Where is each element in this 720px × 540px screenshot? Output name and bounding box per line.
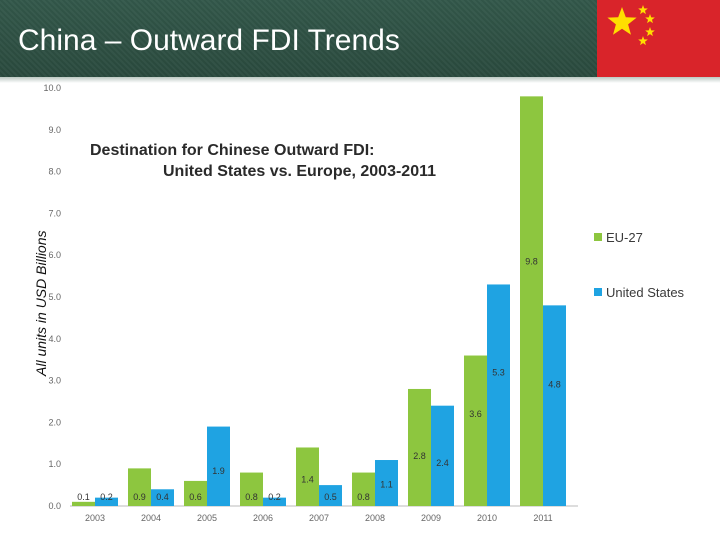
y-tick-label: 6.0 bbox=[48, 250, 61, 260]
bar-us-2004 bbox=[151, 489, 174, 506]
flag-small-star-1 bbox=[638, 5, 648, 15]
data-label: 0.6 bbox=[189, 492, 202, 502]
y-tick-label: 7.0 bbox=[48, 208, 61, 218]
bar-eu27-2008 bbox=[352, 472, 375, 506]
x-tick-label: 2008 bbox=[365, 513, 385, 523]
header-divider bbox=[0, 77, 720, 83]
y-tick-label: 4.0 bbox=[48, 334, 61, 344]
legend-label: United States bbox=[606, 285, 685, 300]
x-tick-label: 2011 bbox=[533, 513, 552, 523]
bar-us-2005 bbox=[207, 426, 230, 506]
y-tick-label: 1.0 bbox=[48, 459, 61, 469]
bar-us-2007 bbox=[319, 485, 342, 506]
data-label: 0.8 bbox=[245, 492, 258, 502]
bar-eu27-2005 bbox=[184, 480, 207, 506]
flag-small-star-3 bbox=[645, 27, 655, 37]
bar-us-2009 bbox=[431, 405, 454, 506]
data-label: 0.4 bbox=[156, 492, 169, 502]
data-label: 2.8 bbox=[413, 451, 426, 461]
y-tick-label: 2.0 bbox=[48, 417, 61, 427]
chart-title-line2: United States vs. Europe, 2003-2011 bbox=[163, 163, 436, 180]
x-tick-label: 2010 bbox=[477, 513, 497, 523]
data-label: 3.6 bbox=[469, 409, 482, 419]
data-label: 5.3 bbox=[492, 367, 505, 377]
x-tick-label: 2009 bbox=[421, 513, 441, 523]
bar-us-2008 bbox=[375, 460, 398, 506]
x-tick-label: 2005 bbox=[197, 513, 217, 523]
legend-swatch bbox=[594, 233, 602, 241]
data-label: 1.9 bbox=[212, 466, 225, 476]
data-label: 4.8 bbox=[548, 380, 561, 390]
y-tick-label: 0.0 bbox=[48, 501, 61, 511]
y-tick-label: 9.0 bbox=[48, 125, 61, 135]
data-label: 0.1 bbox=[77, 492, 90, 502]
bar-us-2011 bbox=[543, 305, 566, 506]
china-flag-graphic bbox=[607, 5, 655, 46]
data-label: 1.1 bbox=[380, 480, 393, 490]
data-label: 0.8 bbox=[357, 492, 370, 502]
data-label: 0.2 bbox=[100, 492, 113, 502]
data-label: 2.4 bbox=[436, 458, 449, 468]
bar-us-2010 bbox=[487, 284, 510, 506]
flag-small-star-4 bbox=[638, 36, 648, 46]
slide-title: China – Outward FDI Trends bbox=[18, 24, 400, 57]
y-tick-label: 10.0 bbox=[43, 83, 61, 93]
x-tick-label: 2006 bbox=[253, 513, 273, 523]
data-label: 0.5 bbox=[324, 492, 337, 502]
y-tick-label: 8.0 bbox=[48, 167, 61, 177]
bar-eu27-2004 bbox=[128, 468, 151, 506]
y-tick-label: 3.0 bbox=[48, 376, 61, 386]
x-tick-label: 2003 bbox=[85, 513, 105, 523]
china-flag-icon bbox=[597, 0, 720, 77]
bar-eu27-2006 bbox=[240, 472, 263, 506]
y-tick-label: 5.0 bbox=[48, 292, 61, 302]
data-label: 0.2 bbox=[268, 492, 281, 502]
flag-big-star bbox=[607, 7, 637, 35]
bar-eu27-2011 bbox=[520, 96, 543, 507]
data-label: 0.9 bbox=[133, 492, 146, 502]
bar-us-2003 bbox=[95, 497, 118, 506]
bar-eu27-2010 bbox=[464, 355, 487, 506]
x-tick-label: 2004 bbox=[141, 513, 161, 523]
bar-eu27-2007 bbox=[296, 447, 319, 506]
x-tick-label: 2007 bbox=[309, 513, 329, 523]
chart-title-line1: Destination for Chinese Outward FDI: bbox=[90, 142, 374, 159]
bar-us-2006 bbox=[263, 497, 286, 506]
legend-swatch bbox=[594, 288, 602, 296]
bar-eu27-2003 bbox=[72, 501, 95, 506]
bar-eu27-2009 bbox=[408, 388, 431, 506]
data-label: 9.8 bbox=[525, 256, 538, 266]
legend-label: EU-27 bbox=[606, 230, 643, 245]
data-label: 1.4 bbox=[301, 475, 314, 485]
flag-small-star-2 bbox=[645, 14, 655, 24]
